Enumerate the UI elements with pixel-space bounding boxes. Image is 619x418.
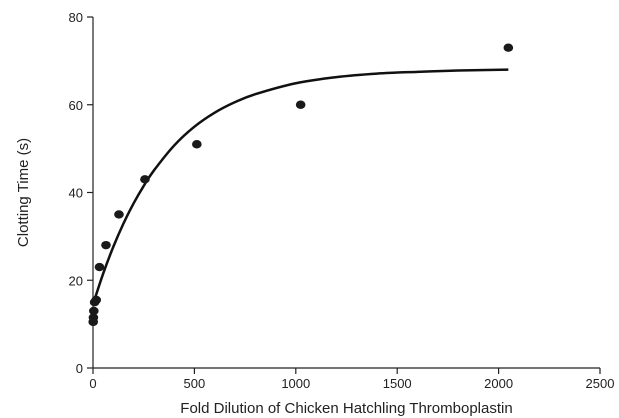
fit-curve-group (91, 68, 509, 305)
data-point (114, 210, 124, 219)
x-tick-label: 1500 (383, 376, 412, 391)
y-tick-label: 0 (76, 361, 83, 376)
data-point (88, 313, 99, 322)
x-tick-label: 2500 (586, 376, 615, 391)
data-point (91, 295, 102, 305)
y-axis-title: Clotting Time (s) (15, 138, 32, 247)
x-tick-label: 1000 (281, 376, 310, 391)
ticks: 0 500 1000 1500 2000 2500 0 20 40 60 80 (69, 10, 615, 391)
data-point (101, 240, 111, 250)
data-point (503, 43, 514, 52)
x-tick-label: 500 (184, 376, 206, 391)
y-tick-label: 20 (69, 273, 83, 288)
y-tick-label: 60 (69, 98, 83, 113)
axes (92, 17, 600, 369)
x-tick-label: 0 (89, 376, 96, 391)
data-point (140, 175, 150, 184)
data-point (89, 306, 99, 316)
data-points (88, 43, 514, 327)
fit-curve (91, 68, 509, 305)
data-point (192, 140, 202, 149)
data-point (94, 262, 105, 272)
x-axis-title: Fold Dilution of Chicken Hatchling Throm… (180, 400, 512, 417)
y-tick-label: 80 (69, 10, 83, 25)
y-tick-label: 40 (69, 186, 83, 201)
data-point (295, 100, 306, 109)
x-tick-label: 2000 (484, 376, 513, 391)
